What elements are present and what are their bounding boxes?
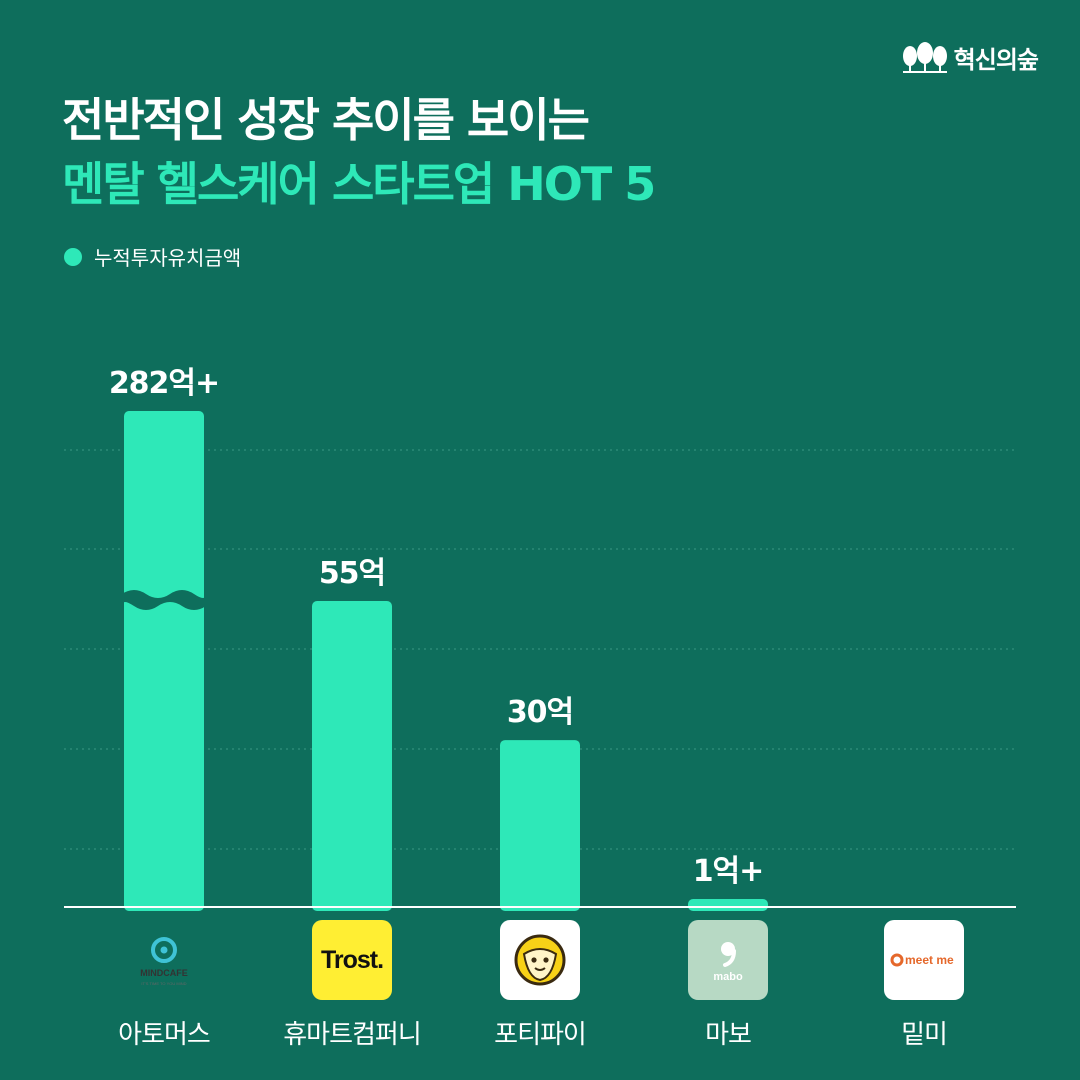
bar-1 — [124, 411, 204, 911]
company-name-mabo: 마보 — [705, 1020, 752, 1050]
page-title-line-1: 전반적인 성장 추이를 보이는 — [62, 93, 590, 147]
mindcafe-logo-icon: MINDCAFE IT'S TIME TO YOU MIND — [124, 920, 204, 1000]
bar-3 — [500, 740, 580, 911]
company-name-atomus: 아토머스 — [118, 1020, 211, 1050]
data-label-4: 1억+ — [693, 854, 764, 889]
bar-2 — [312, 601, 392, 911]
page-title-line-2: 멘탈 헬스케어 스타트업 HOT 5 — [62, 157, 656, 211]
data-label-3: 30억 — [507, 695, 573, 730]
company-name-meetme: 밑미 — [901, 1020, 948, 1050]
company-name-fortifi: 포티파이 — [494, 1020, 587, 1050]
legend-dot — [64, 247, 82, 266]
mindcafe-logo-text: MINDCAFE — [140, 968, 188, 978]
brand-name: 혁신의숲 — [953, 46, 1039, 74]
mindcafe-logo-subtext: IT'S TIME TO YOU MIND — [141, 981, 186, 986]
axis-break-mark — [122, 590, 206, 610]
chart-legend: 누적투자유치금액 — [64, 242, 241, 271]
trost-logo-text: Trost. — [320, 945, 384, 974]
company-name-humart: 휴마트컴퍼니 — [283, 1020, 422, 1050]
data-label-1: 282억+ — [109, 366, 219, 401]
fortifi-logo-icon — [500, 920, 580, 1000]
legend-label: 누적투자유치금액 — [94, 246, 242, 270]
meetme-logo-icon: meet me — [884, 920, 964, 1000]
trost-logo-icon: Trost. — [312, 920, 392, 1000]
mabo-logo-text: mabo — [713, 971, 743, 983]
data-label-2: 55억 — [319, 556, 385, 591]
meetme-logo-text: meet me — [905, 953, 954, 967]
bar-4 — [688, 899, 768, 911]
mabo-logo-icon: mabo — [688, 920, 768, 1000]
forest-icon — [902, 41, 947, 73]
brand-logo: 혁신의숲 — [902, 40, 1039, 75]
